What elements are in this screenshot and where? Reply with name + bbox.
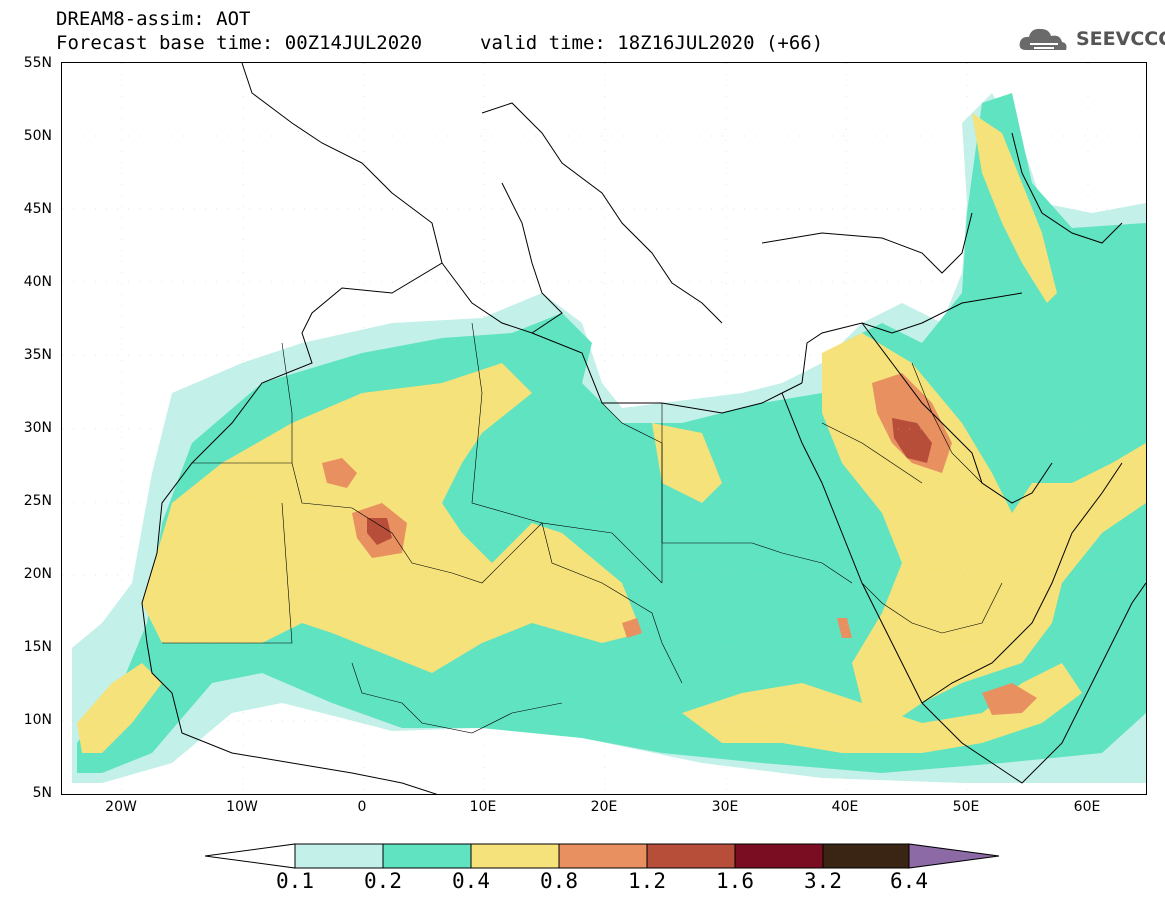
lon-label: 10E bbox=[469, 799, 497, 815]
lon-label: 30E bbox=[711, 799, 739, 815]
colorbar-label: 3.2 bbox=[804, 869, 842, 893]
colorbar-swatch bbox=[470, 843, 560, 869]
logo-text: SEEVCCC bbox=[1076, 28, 1165, 50]
colorbar-label: 0.8 bbox=[540, 869, 578, 893]
aot-field-1.2 bbox=[367, 418, 932, 545]
colorbar-label: 6.4 bbox=[890, 869, 928, 893]
colorbar-label: 0.4 bbox=[452, 869, 490, 893]
colorbar-over-triangle bbox=[908, 843, 1000, 869]
lon-label: 60E bbox=[1073, 799, 1101, 815]
colorbar-swatch bbox=[382, 843, 472, 869]
lon-label: 40E bbox=[831, 799, 859, 815]
colorbar-under-triangle bbox=[205, 843, 296, 869]
lat-label: 45N bbox=[23, 201, 52, 217]
lat-label: 35N bbox=[23, 347, 52, 363]
lon-label: 20W bbox=[105, 799, 137, 815]
valid-time: valid time: 18Z16JUL2020 (+66) bbox=[480, 32, 824, 54]
colorbar-label: 0.1 bbox=[276, 869, 314, 893]
lat-label: 10N bbox=[23, 712, 52, 728]
lat-label: 40N bbox=[23, 274, 52, 290]
lat-label: 20N bbox=[23, 566, 52, 582]
colorbar-label: 1.2 bbox=[628, 869, 666, 893]
map-title: DREAM8-assim: AOT bbox=[56, 8, 251, 30]
colorbar-swatch bbox=[734, 843, 824, 869]
coastlines bbox=[141, 63, 1146, 794]
lat-label: 15N bbox=[23, 639, 52, 655]
country-borders bbox=[162, 322, 1003, 734]
lat-label: 5N bbox=[32, 785, 52, 801]
colorbar bbox=[205, 843, 1000, 869]
colorbar-swatch bbox=[646, 843, 736, 869]
forecast-base-time: Forecast base time: 00Z14JUL2020 bbox=[56, 32, 423, 54]
lon-label: 0 bbox=[357, 799, 367, 815]
colorbar-swatch bbox=[558, 843, 648, 869]
lat-label: 55N bbox=[23, 55, 52, 71]
map-canvas bbox=[62, 63, 1146, 794]
colorbar-label: 0.2 bbox=[364, 869, 402, 893]
lon-label: 10W bbox=[226, 799, 258, 815]
lon-label: 50E bbox=[952, 799, 980, 815]
lat-label: 25N bbox=[23, 493, 52, 509]
lon-label: 20E bbox=[590, 799, 618, 815]
lat-label: 30N bbox=[23, 420, 52, 436]
colorbar-label: 1.6 bbox=[716, 869, 754, 893]
colorbar-swatch bbox=[294, 843, 384, 869]
cloud-icon bbox=[1019, 28, 1067, 50]
seevccc-logo: SEEVCCC bbox=[1018, 24, 1165, 54]
aot-map bbox=[61, 62, 1147, 795]
lat-label: 50N bbox=[23, 128, 52, 144]
colorbar-swatch bbox=[822, 843, 910, 869]
